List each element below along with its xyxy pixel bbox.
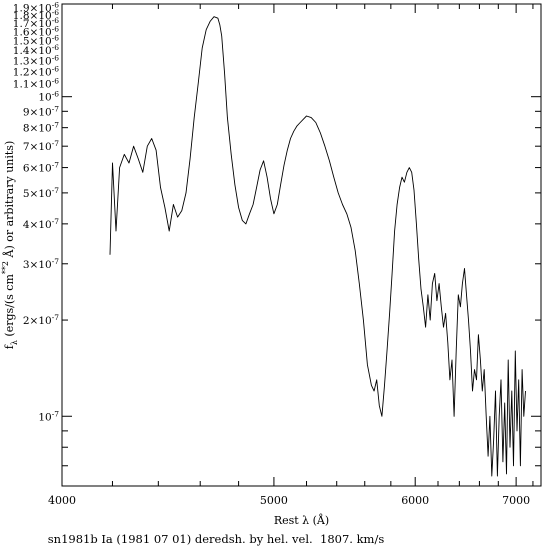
y-tick-mantissa: 1.5 bbox=[13, 35, 30, 47]
y-tick-mantissa: 1.6 bbox=[13, 26, 30, 38]
y-tick-exponent: -7 bbox=[52, 161, 60, 170]
y-axis: 10-7 2×10-7 3×10-7 4×10-7 5×10-7 6×10-7 7×10-7… bbox=[13, 1, 541, 467]
y-tick-mantissa: 9 bbox=[23, 106, 30, 118]
y-tick-label: 9×10-7 bbox=[23, 104, 59, 118]
y-tick-label: 1.3×10-6 bbox=[13, 53, 59, 67]
y-tick-exponent: -6 bbox=[52, 8, 60, 17]
y-tick-label: 10-7 bbox=[38, 409, 59, 423]
y-tick-label: 1.2×10-6 bbox=[13, 64, 59, 78]
y-tick-label: 1.6×10-6 bbox=[13, 24, 59, 38]
y-axis-label-units-a: (ergs/(s cm bbox=[3, 274, 16, 341]
y-tick-exponent: -7 bbox=[52, 104, 60, 113]
y-tick-label: 10-6 bbox=[38, 90, 59, 104]
y-tick-mantissa: 4 bbox=[23, 219, 30, 231]
y-tick-mantissa: 7 bbox=[23, 141, 30, 153]
x-tick-label: 6000 bbox=[401, 494, 429, 507]
y-tick-label: 1.5×10-6 bbox=[13, 33, 59, 47]
y-tick-label: 7×10-7 bbox=[23, 139, 59, 153]
y-tick-exponent: -7 bbox=[52, 257, 60, 266]
y-tick-exponent: -6 bbox=[52, 76, 60, 85]
y-axis-label-subscript: λ bbox=[10, 340, 19, 345]
x-axis-label: Rest λ (Å) bbox=[274, 513, 329, 527]
y-tick-label: 6×10-7 bbox=[23, 161, 59, 175]
y-axis-label-units-b: Å) or arbitrary units) bbox=[2, 141, 16, 261]
y-tick-label: 2×10-7 bbox=[23, 313, 59, 327]
y-tick-exponent: -7 bbox=[52, 217, 60, 226]
y-tick-exponent: -7 bbox=[52, 121, 60, 130]
y-tick-mantissa: 1.4 bbox=[13, 45, 30, 57]
y-tick-exponent: -6 bbox=[52, 64, 60, 73]
y-tick-label: 4×10-7 bbox=[23, 217, 59, 231]
y-tick-mantissa: 1.1 bbox=[13, 78, 30, 90]
spectrum-series-line bbox=[109, 16, 526, 477]
y-tick-mantissa: 1.2 bbox=[13, 66, 30, 78]
chart-caption: sn1981b Ia (1981 07 01) deredsh. by hel.… bbox=[48, 532, 385, 546]
y-tick-label: 8×10-7 bbox=[23, 121, 59, 135]
y-tick-mantissa: 1.3 bbox=[13, 55, 30, 67]
y-axis-label-symbol: f bbox=[3, 344, 16, 349]
y-tick-exponent: -6 bbox=[52, 90, 60, 99]
y-tick-exponent: -7 bbox=[52, 313, 60, 322]
y-tick-exponent: -6 bbox=[52, 33, 60, 42]
y-tick-label: 3×10-7 bbox=[23, 257, 59, 271]
y-tick-exponent: -6 bbox=[52, 43, 60, 52]
y-tick-label: 1.8×10-6 bbox=[13, 8, 59, 22]
y-tick-mantissa: 1.8 bbox=[13, 10, 30, 22]
x-tick-label: 5000 bbox=[260, 494, 288, 507]
y-tick-exponent: -7 bbox=[52, 186, 60, 195]
y-tick-label: 1.9×10-6 bbox=[13, 1, 59, 15]
y-tick-exponent: -7 bbox=[52, 139, 60, 148]
y-tick-exponent: -7 bbox=[52, 409, 60, 418]
y-tick-mantissa: 3 bbox=[23, 259, 30, 271]
x-tick-label: 4000 bbox=[48, 494, 76, 507]
y-axis-label-units-sup: **2 bbox=[1, 261, 10, 274]
y-tick-exponent: -6 bbox=[52, 1, 60, 10]
plot-frame bbox=[61, 3, 542, 487]
y-tick-mantissa: 1.9 bbox=[13, 3, 30, 15]
y-tick-mantissa: 2 bbox=[23, 315, 30, 327]
y-tick-label: 1.4×10-6 bbox=[13, 43, 59, 57]
x-axis: 4000 5000 6000 7000 bbox=[48, 4, 534, 507]
y-tick-label: 5×10-7 bbox=[23, 186, 59, 200]
y-axis-label: fλ (ergs/(s cm**2 Å) or arbitrary units) bbox=[1, 141, 19, 349]
x-tick-label: 7000 bbox=[502, 494, 530, 507]
y-tick-exponent: -6 bbox=[52, 16, 60, 25]
y-tick-mantissa: 6 bbox=[23, 163, 30, 175]
y-tick-mantissa: 5 bbox=[23, 188, 30, 200]
y-tick-exponent: -6 bbox=[52, 24, 60, 33]
y-tick-exponent: -6 bbox=[52, 53, 60, 62]
y-tick-mantissa: 1.7 bbox=[13, 18, 30, 30]
y-tick-label: 1.1×10-6 bbox=[13, 76, 59, 90]
y-tick-mantissa: 8 bbox=[23, 123, 30, 135]
y-tick-label: 1.7×10-6 bbox=[13, 16, 59, 30]
